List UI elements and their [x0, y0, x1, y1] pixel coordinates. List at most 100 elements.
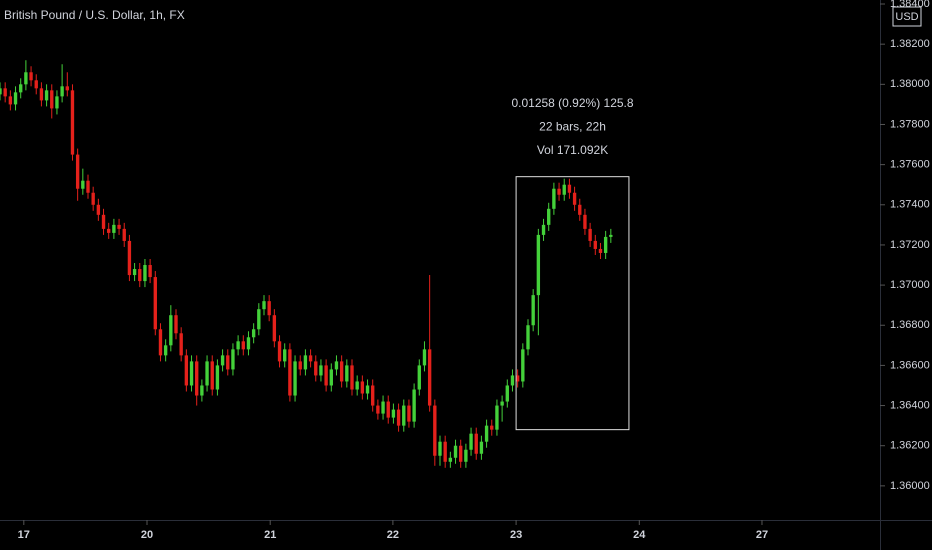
candle-body: [174, 315, 178, 334]
candle-body: [81, 180, 85, 189]
candle-body: [127, 240, 132, 276]
candle-body: [308, 355, 313, 362]
candle-body: [277, 341, 282, 362]
candle-body: [257, 309, 261, 330]
candle-body: [412, 389, 416, 422]
candle-body: [75, 154, 80, 189]
candle-body: [205, 361, 209, 386]
candle-body: [91, 192, 95, 205]
candle-body: [593, 240, 597, 249]
candle-body: [262, 301, 266, 310]
candle-body: [339, 361, 344, 382]
y-tick-label: 1.37600: [890, 159, 930, 171]
candle-body: [251, 329, 256, 338]
candle-body: [572, 192, 577, 205]
candle-body: [117, 224, 121, 229]
candle-body: [210, 361, 214, 390]
y-tick-label: 1.36600: [890, 359, 930, 371]
candle-body: [132, 269, 137, 276]
candle-body: [552, 188, 556, 209]
candle-body: [329, 369, 333, 386]
candle-body: [526, 325, 530, 350]
candle-body: [3, 88, 7, 97]
x-tick-label: 20: [141, 529, 153, 541]
candle-body: [386, 401, 390, 418]
candle-body: [515, 375, 520, 382]
candle-body: [319, 365, 323, 376]
candle-body: [391, 409, 396, 418]
candle-body: [122, 228, 126, 241]
x-tick-label: 21: [264, 529, 276, 541]
candle-body: [0, 88, 2, 95]
y-tick-label: 1.36400: [890, 399, 930, 411]
candle-body: [422, 349, 427, 366]
x-tick-label: 24: [633, 529, 646, 541]
candle-body: [567, 184, 572, 193]
candle-body: [314, 361, 318, 376]
candle-body: [107, 228, 111, 233]
candle-body: [598, 248, 603, 253]
candle-body: [195, 361, 199, 396]
measure-label: 0.01258 (0.92%) 125.8: [511, 96, 633, 110]
y-tick-label: 1.37000: [890, 279, 930, 291]
candle-body: [241, 341, 245, 350]
candle-body: [350, 365, 354, 390]
candle-body: [562, 184, 566, 195]
measure-box: [515, 176, 630, 431]
candle-body: [459, 445, 463, 462]
candle-body: [65, 86, 69, 91]
candle-body: [231, 349, 235, 370]
candle-body: [96, 204, 101, 215]
candle-body: [469, 433, 473, 450]
candle-body: [8, 96, 13, 105]
candle-body: [86, 180, 90, 193]
x-tick-label: 23: [510, 529, 522, 541]
candle-body: [464, 449, 468, 462]
candle-body: [448, 457, 453, 462]
candle-body: [55, 96, 59, 109]
candle-body: [101, 214, 106, 229]
candle-body: [19, 84, 23, 93]
candle-body: [371, 385, 375, 406]
candle-body: [510, 375, 515, 386]
y-tick-label: 1.37200: [890, 239, 930, 251]
candle-body: [298, 361, 302, 370]
candle-body: [283, 349, 287, 362]
candle-body: [24, 72, 28, 85]
candle-body: [236, 341, 240, 350]
y-tick-label: 1.37800: [890, 118, 930, 130]
candle-body: [246, 337, 251, 350]
candle-body: [44, 90, 49, 101]
candle-body: [427, 349, 432, 406]
candle-body: [484, 425, 489, 442]
candle-body: [360, 381, 365, 394]
candle-body: [293, 361, 297, 396]
candle-body: [138, 269, 142, 282]
candle-body: [50, 90, 54, 109]
candle-body: [500, 401, 504, 406]
x-tick-label: 22: [387, 529, 399, 541]
candle-body: [189, 361, 194, 386]
candle-body: [184, 355, 189, 386]
candle-body: [365, 385, 370, 394]
y-tick-label: 1.38200: [890, 38, 930, 50]
y-tick-label: 1.36800: [890, 319, 930, 331]
candle-body: [324, 365, 328, 386]
candle-body: [438, 441, 442, 456]
candle-body: [303, 355, 308, 370]
candle-body: [603, 236, 608, 253]
candle-body: [355, 381, 359, 390]
candle-body: [148, 265, 152, 278]
y-tick-label: 1.36200: [890, 440, 930, 452]
candle-body: [479, 441, 484, 454]
candle-body: [112, 224, 116, 233]
measure-label: 22 bars, 22h: [539, 119, 606, 133]
y-tick-label: 1.36000: [890, 480, 930, 492]
candle-body: [13, 92, 18, 105]
candle-body: [39, 88, 44, 101]
candle-body: [70, 90, 75, 155]
currency-label: USD: [895, 11, 918, 23]
candle-body: [453, 445, 458, 458]
y-tick-label: 1.37400: [890, 199, 930, 211]
